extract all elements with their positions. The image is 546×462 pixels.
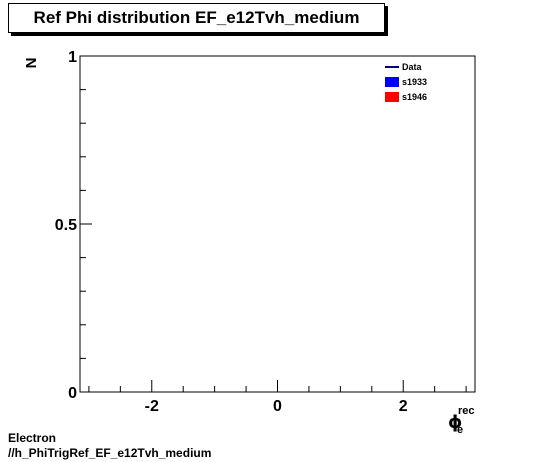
legend: Data s1933 s1946 bbox=[385, 62, 427, 102]
x-tick-label: 0 bbox=[273, 398, 282, 415]
legend-label-data: Data bbox=[402, 62, 423, 72]
legend-label-s1946: s1946 bbox=[402, 92, 427, 102]
legend-swatch-s1946 bbox=[385, 92, 399, 102]
y-tick-label: 0.5 bbox=[55, 217, 77, 234]
x-axis-label-superscript: rec bbox=[458, 405, 475, 417]
y-axis-label: N bbox=[23, 58, 40, 69]
y-tick-label: 0 bbox=[68, 385, 77, 402]
x-axis-label-subscript: e bbox=[457, 424, 463, 436]
x-tick-label: -2 bbox=[145, 398, 159, 415]
x-axis-label: ϕ bbox=[448, 412, 462, 433]
legend-swatch-s1933 bbox=[385, 77, 399, 87]
x-axis: -2 0 2 bbox=[88, 380, 467, 415]
y-axis: 00.51 bbox=[55, 49, 92, 402]
y-tick-label: 1 bbox=[68, 49, 77, 66]
chart-title: Ref Phi distribution EF_e12Tvh_medium bbox=[33, 8, 360, 27]
chart-title-box: Ref Phi distribution EF_e12Tvh_medium bbox=[8, 3, 385, 33]
x-tick-label: 2 bbox=[399, 398, 408, 415]
footer-histogram-path: //h_PhiTrigRef_EF_e12Tvh_medium bbox=[8, 446, 212, 460]
legend-label-s1933: s1933 bbox=[402, 77, 427, 87]
footer-particle: Electron bbox=[8, 431, 57, 445]
plot-frame bbox=[79, 55, 476, 393]
